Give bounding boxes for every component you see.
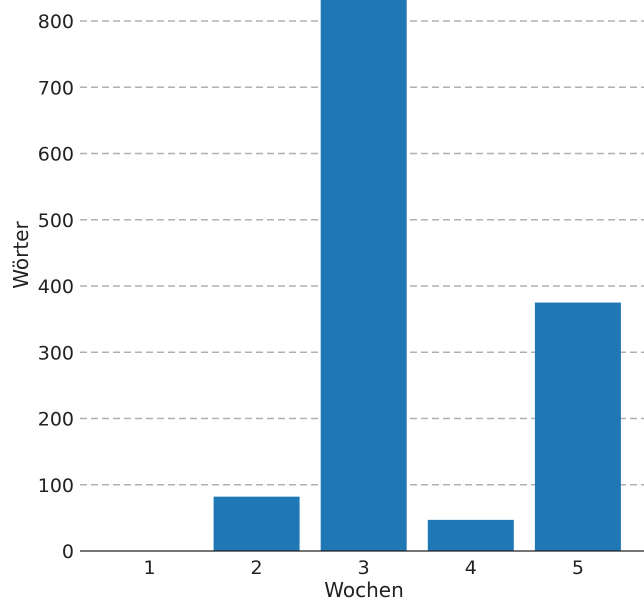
x-tick-label: 3 [358, 557, 370, 579]
bars [213, 0, 621, 551]
y-tick-label: 700 [38, 77, 74, 99]
y-tick-label: 500 [38, 210, 74, 232]
y-tick-label: 300 [38, 342, 74, 364]
bar [320, 0, 407, 551]
x-tick-label: 4 [465, 557, 477, 579]
y-grid [80, 20, 644, 486]
bar [534, 302, 621, 551]
y-tick-label: 0 [62, 541, 74, 563]
y-tick-label: 400 [38, 276, 74, 298]
x-tick-label: 1 [143, 557, 155, 579]
y-tick-label: 100 [38, 475, 74, 497]
y-tick-labels: 0 100 200 300 400 500 600 700 800 [38, 11, 74, 563]
bar [427, 519, 514, 551]
x-axis-label: Wochen [324, 578, 404, 599]
y-tick-label: 600 [38, 144, 74, 166]
y-tick-label: 800 [38, 11, 74, 33]
bar [213, 496, 300, 551]
x-tick-labels: 1 2 3 4 5 [143, 557, 583, 579]
x-tick-label: 5 [572, 557, 584, 579]
x-tick-label: 2 [251, 557, 263, 579]
y-axis-label: Wörter [9, 221, 33, 289]
y-tick-label: 200 [38, 409, 74, 431]
